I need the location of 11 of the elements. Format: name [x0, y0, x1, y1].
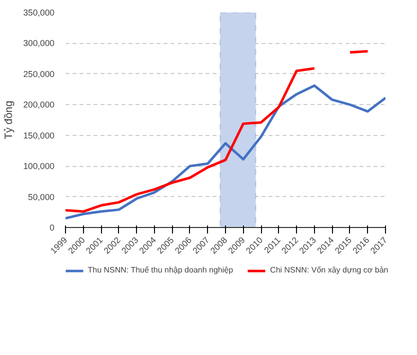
y-tick-label: 350,000 [23, 8, 55, 18]
legend-label: Chi NSNN: Vốn xây dựng cơ bản [270, 266, 388, 274]
y-tick-label: 150,000 [23, 130, 55, 140]
y-tick-label: 100,000 [23, 161, 55, 172]
y-tick-label: 0 [50, 222, 55, 232]
y-tick-label: 200,000 [23, 100, 55, 110]
y-tick-label: 50,000 [28, 192, 55, 202]
y-tick-label: 250,000 [23, 68, 55, 79]
y-axis-title: Tỷ đồng [3, 100, 16, 140]
legend-label: Thu NSNN: Thuế thu nhập doanh nghiệp [88, 266, 234, 274]
y-tick-label: 300,000 [23, 38, 55, 48]
